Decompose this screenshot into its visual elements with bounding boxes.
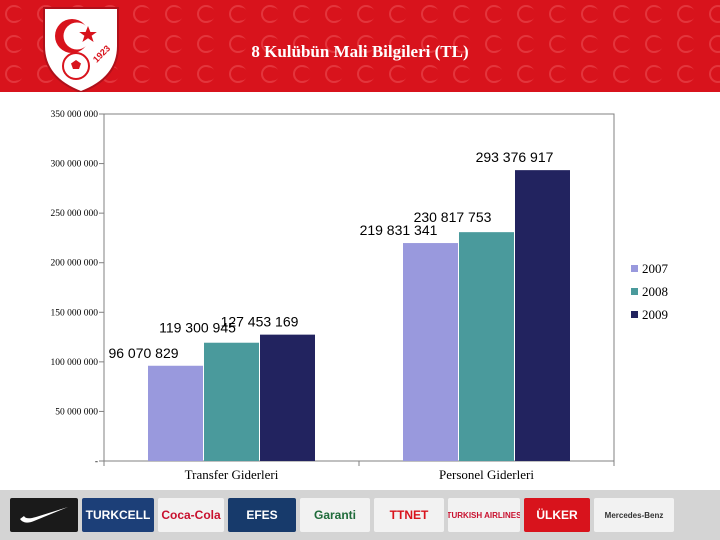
- banner-pattern: [0, 0, 720, 92]
- x-category-label: Personel Giderleri: [439, 467, 534, 482]
- bar-2007-2: [403, 243, 458, 461]
- sponsor-logo-mercedes-benz: Mercedes-Benz: [594, 498, 674, 532]
- y-tick-label: 200 000 000: [51, 259, 99, 269]
- slide-title: 8 Kulübün Mali Bilgileri (TL): [251, 42, 469, 61]
- bar-2008-1: [204, 342, 259, 461]
- data-label: 96 070 829: [108, 345, 178, 361]
- sponsor-logo-turkcell: TURKCELL: [82, 498, 154, 532]
- legend-label-2009: 2009: [642, 307, 668, 322]
- sponsor-name: Coca-Cola: [161, 508, 221, 522]
- legend-swatch-2007: [631, 265, 638, 272]
- bar-2009-1: [260, 334, 315, 461]
- sponsor-name: TTNET: [389, 508, 429, 522]
- data-label: 293 376 917: [476, 149, 554, 165]
- y-tick-label: 250 000 000: [51, 209, 99, 219]
- sponsor-logo-efes: EFES: [228, 498, 296, 532]
- data-label: 230 817 753: [414, 209, 492, 225]
- data-label: 219 831 341: [360, 222, 438, 238]
- sponsor-name: EFES: [246, 508, 278, 522]
- sponsor-name: TURKCELL: [85, 508, 151, 522]
- sponsor-logo--lker: ÜLKER: [524, 498, 590, 532]
- sponsor-name: TURKISH AIRLINES: [448, 510, 520, 520]
- y-tick-label: 300 000 000: [51, 160, 99, 170]
- x-category-label: Transfer Giderleri: [185, 467, 279, 482]
- sponsor-name: ÜLKER: [536, 508, 578, 522]
- y-tick-label: 100 000 000: [51, 358, 99, 368]
- header-banner: 1923 8 Kulübün Mali Bilgileri (TL): [0, 0, 720, 92]
- sponsor-logo-turkish-airlines: TURKISH AIRLINES: [448, 498, 520, 532]
- swoosh-icon: [20, 507, 68, 523]
- legend-swatch-2008: [631, 288, 638, 295]
- sponsor-logo-coca-cola: Coca-Cola: [158, 498, 224, 532]
- sponsor-name: Garanti: [313, 508, 356, 522]
- y-tick-label: 150 000 000: [51, 308, 99, 318]
- sponsor-logo-ttnet: TTNET: [374, 498, 444, 532]
- sponsor-logo-garanti: Garanti: [300, 498, 370, 532]
- data-label: 119 300 945: [159, 320, 236, 336]
- legend-swatch-2009: [631, 311, 638, 318]
- bar-chart: - 50 000 000 100 000 000 150 000 000 200 000…: [51, 110, 669, 482]
- legend-label-2008: 2008: [642, 284, 668, 299]
- tff-logo: 1923: [43, 7, 119, 92]
- sponsor-name: Mercedes-Benz: [604, 510, 664, 520]
- legend-label-2007: 2007: [642, 261, 669, 276]
- sponsor-logo-nike: [10, 498, 78, 532]
- y-tick-label: 50 000 000: [55, 407, 98, 417]
- bar-2008-2: [459, 232, 514, 461]
- bar-2009-2: [515, 170, 570, 461]
- y-tick-label: 350 000 000: [51, 110, 99, 120]
- y-tick-label: -: [95, 457, 98, 467]
- sponsor-bar: TURKCELL Coca-Cola EFES Garanti TTNET TURKISH…: [0, 490, 720, 540]
- data-label: 127 453 169: [221, 314, 299, 330]
- bar-2007-1: [148, 365, 203, 461]
